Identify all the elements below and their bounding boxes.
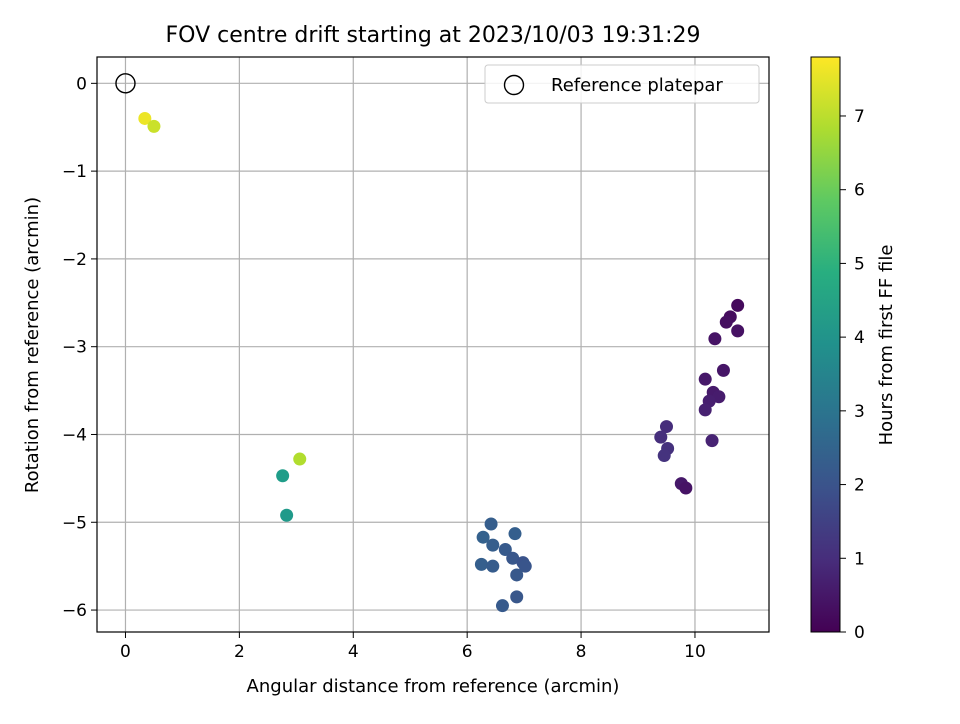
colorbar-gradient — [810, 56, 841, 633]
y-tick-label: −4 — [62, 425, 87, 445]
y-tick-label: −1 — [62, 162, 87, 182]
y-tick-label: −2 — [62, 250, 87, 270]
colorbar-tick-label: 7 — [854, 107, 865, 127]
y-tick-label: −5 — [62, 513, 87, 533]
data-point — [495, 599, 509, 613]
colorbar-tick-label: 2 — [854, 476, 865, 496]
data-point — [484, 517, 498, 531]
colorbar-tick-label: 5 — [854, 254, 865, 274]
data-point — [147, 119, 161, 133]
data-point — [486, 538, 500, 552]
data-point — [712, 390, 726, 404]
data-point — [280, 508, 294, 522]
colorbar: 0 1 2 3 4 5 6 7 Hours from first FF file — [810, 56, 897, 643]
data-point — [518, 559, 532, 573]
legend-entry-reference: Reference platepar — [551, 75, 723, 96]
data-point — [716, 363, 730, 377]
data-point — [654, 430, 668, 444]
data-point — [498, 542, 512, 556]
data-point — [486, 559, 500, 573]
data-point — [508, 527, 522, 541]
data-point — [659, 420, 673, 434]
reference-platepar-marker — [115, 73, 136, 94]
data-point — [506, 551, 520, 565]
x-axis-label: Angular distance from reference (arcmin) — [247, 676, 620, 697]
x-tick-label: 8 — [576, 642, 587, 662]
colorbar-tick-label: 3 — [854, 402, 865, 422]
x-tick-label: 4 — [348, 642, 359, 662]
data-point — [476, 530, 490, 544]
x-tick-label: 2 — [234, 642, 245, 662]
data-point — [705, 434, 719, 448]
y-tick-label: 0 — [76, 74, 87, 94]
colorbar-label: Hours from first FF file — [876, 245, 897, 446]
data-point — [698, 372, 712, 386]
plot-frame — [96, 56, 770, 633]
data-point — [474, 557, 488, 571]
colorbar-tick-label: 4 — [854, 328, 865, 348]
x-tick-label: 0 — [120, 642, 131, 662]
grid-lines — [97, 57, 769, 632]
data-point — [138, 111, 152, 125]
data-point — [657, 449, 671, 463]
data-point — [276, 469, 290, 483]
data-point — [731, 298, 745, 312]
y-axis-label: Rotation from reference (arcmin) — [22, 197, 43, 493]
x-tick-label: 6 — [462, 642, 473, 662]
data-point — [731, 324, 745, 338]
data-point — [698, 403, 712, 417]
chart-title: FOV centre drift starting at 2023/10/03 … — [166, 23, 701, 48]
data-point — [708, 332, 722, 346]
data-point — [510, 568, 524, 582]
data-point — [510, 590, 524, 604]
data-point — [293, 452, 307, 466]
legend-reference-marker — [503, 74, 525, 96]
legend: Reference platepar — [484, 64, 760, 104]
data-point — [719, 315, 733, 329]
data-point — [679, 481, 693, 495]
colorbar-tick-label: 6 — [854, 181, 865, 201]
y-tick-label: −3 — [62, 338, 87, 358]
x-tick-label: 10 — [684, 642, 706, 662]
data-points — [115, 73, 745, 613]
colorbar-tick-label: 1 — [854, 549, 865, 569]
y-tick-label: −6 — [62, 601, 87, 621]
legend-box — [484, 64, 760, 104]
colorbar-ticks: 0 1 2 3 4 5 6 7 — [840, 107, 865, 643]
colorbar-tick-label: 0 — [854, 623, 865, 643]
axis-ticks: 0 2 4 6 8 10 0 −1 −2 −3 −4 −5 −6 — [62, 74, 706, 662]
